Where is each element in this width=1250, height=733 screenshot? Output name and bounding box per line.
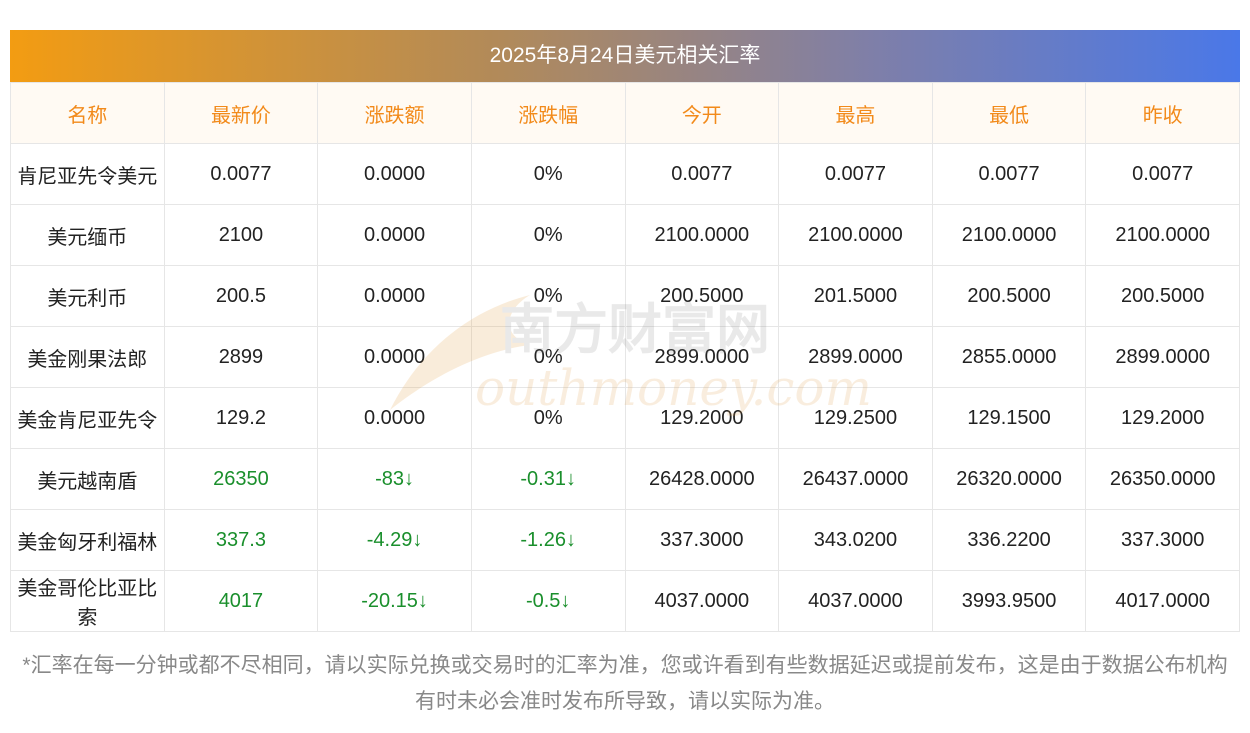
table-row: 肯尼亚先令美元 0.0077 0.0000 0% 0.0077 0.0077 0.0077 0… <box>10 143 1240 205</box>
cell-pct: 0% <box>470 326 626 388</box>
cell-change: 0.0000 <box>317 204 472 266</box>
cell-latest: 200.5 <box>163 265 319 327</box>
table-row: 美金肯尼亚先令 129.2 0.0000 0% 129.2000 129.2500 129.… <box>10 387 1240 449</box>
cell-prev: 0.0077 <box>1085 143 1240 205</box>
cell-low: 336.2200 <box>931 509 1087 571</box>
column-header-name: 名称 <box>10 82 165 144</box>
cell-change: -4.29↓ <box>317 509 472 571</box>
cell-change: 0.0000 <box>317 143 472 205</box>
cell-latest: 26350 <box>163 448 319 510</box>
cell-name: 美金匈牙利福林 <box>10 509 165 571</box>
cell-latest: 2899 <box>163 326 319 388</box>
table-row: 美金匈牙利福林 337.3 -4.29↓ -1.26↓ 337.3000 343.0200… <box>10 509 1240 571</box>
cell-latest: 4017 <box>163 570 319 632</box>
column-header-pct: 涨跌幅 <box>470 82 626 144</box>
cell-high: 2899.0000 <box>778 326 933 388</box>
cell-pct: 0% <box>470 387 626 449</box>
cell-open: 0.0077 <box>624 143 780 205</box>
table-row: 美金刚果法郎 2899 0.0000 0% 2899.0000 2899.0000 2855… <box>10 326 1240 388</box>
cell-open: 26428.0000 <box>624 448 780 510</box>
cell-name: 美元缅币 <box>10 204 165 266</box>
cell-prev: 337.3000 <box>1085 509 1240 571</box>
cell-high: 0.0077 <box>778 143 933 205</box>
cell-open: 337.3000 <box>624 509 780 571</box>
cell-high: 2100.0000 <box>778 204 933 266</box>
cell-open: 2100.0000 <box>624 204 780 266</box>
disclaimer-note: *汇率在每一分钟或都不尽相同，请以实际兑换或交易时的汇率为准，您或许看到有些数据… <box>22 654 1228 713</box>
cell-open: 200.5000 <box>624 265 780 327</box>
cell-low: 129.1500 <box>931 387 1087 449</box>
cell-low: 200.5000 <box>931 265 1087 327</box>
column-header-low: 最低 <box>931 82 1087 144</box>
cell-high: 26437.0000 <box>778 448 933 510</box>
cell-name: 肯尼亚先令美元 <box>10 143 165 205</box>
cell-pct: 0% <box>470 204 626 266</box>
cell-prev: 129.2000 <box>1085 387 1240 449</box>
cell-high: 129.2500 <box>778 387 933 449</box>
cell-change: 0.0000 <box>317 387 472 449</box>
table-title: 2025年8月24日美元相关汇率 <box>10 30 1240 82</box>
cell-pct: -0.31↓ <box>470 448 626 510</box>
cell-open: 2899.0000 <box>624 326 780 388</box>
cell-change: 0.0000 <box>317 265 472 327</box>
cell-prev: 2899.0000 <box>1085 326 1240 388</box>
cell-high: 201.5000 <box>778 265 933 327</box>
cell-pct: -1.26↓ <box>470 509 626 571</box>
cell-pct: -0.5↓ <box>470 570 626 632</box>
cell-low: 2100.0000 <box>931 204 1087 266</box>
cell-high: 4037.0000 <box>778 570 933 632</box>
exchange-rate-table: 名称 最新价 涨跌额 涨跌幅 今开 最高 最低 昨收 肯尼亚先令美元 0.0077… <box>10 82 1240 632</box>
table-row: 美元缅币 2100 0.0000 0% 2100.0000 2100.0000 2100.0… <box>10 204 1240 266</box>
cell-pct: 0% <box>470 143 626 205</box>
cell-low: 0.0077 <box>931 143 1087 205</box>
table-header-row: 名称 最新价 涨跌额 涨跌幅 今开 最高 最低 昨收 <box>10 82 1240 144</box>
table-row: 美元利币 200.5 0.0000 0% 200.5000 201.5000 200.500… <box>10 265 1240 327</box>
cell-name: 美金哥伦比亚比索 <box>10 570 165 632</box>
cell-name: 美元越南盾 <box>10 448 165 510</box>
cell-open: 4037.0000 <box>624 570 780 632</box>
cell-low: 26320.0000 <box>931 448 1087 510</box>
cell-prev: 26350.0000 <box>1085 448 1240 510</box>
cell-prev: 2100.0000 <box>1085 204 1240 266</box>
cell-low: 3993.9500 <box>931 570 1087 632</box>
cell-prev: 4017.0000 <box>1085 570 1240 632</box>
cell-latest: 0.0077 <box>163 143 319 205</box>
cell-latest: 129.2 <box>163 387 319 449</box>
cell-prev: 200.5000 <box>1085 265 1240 327</box>
column-header-high: 最高 <box>778 82 933 144</box>
cell-open: 129.2000 <box>624 387 780 449</box>
cell-name: 美元利币 <box>10 265 165 327</box>
table-row: 美元越南盾 26350 -83↓ -0.31↓ 26428.0000 26437.0000… <box>10 448 1240 510</box>
cell-change: -83↓ <box>317 448 472 510</box>
cell-change: 0.0000 <box>317 326 472 388</box>
cell-name: 美金肯尼亚先令 <box>10 387 165 449</box>
cell-change: -20.15↓ <box>317 570 472 632</box>
cell-latest: 2100 <box>163 204 319 266</box>
cell-latest: 337.3 <box>163 509 319 571</box>
cell-name: 美金刚果法郎 <box>10 326 165 388</box>
column-header-open: 今开 <box>624 82 780 144</box>
column-header-latest: 最新价 <box>163 82 319 144</box>
column-header-prev: 昨收 <box>1085 82 1240 144</box>
cell-pct: 0% <box>470 265 626 327</box>
cell-high: 343.0200 <box>778 509 933 571</box>
table-row: 美金哥伦比亚比索 4017 -20.15↓ -0.5↓ 4037.0000 4037.00… <box>10 570 1240 632</box>
column-header-change: 涨跌额 <box>317 82 472 144</box>
cell-low: 2855.0000 <box>931 326 1087 388</box>
